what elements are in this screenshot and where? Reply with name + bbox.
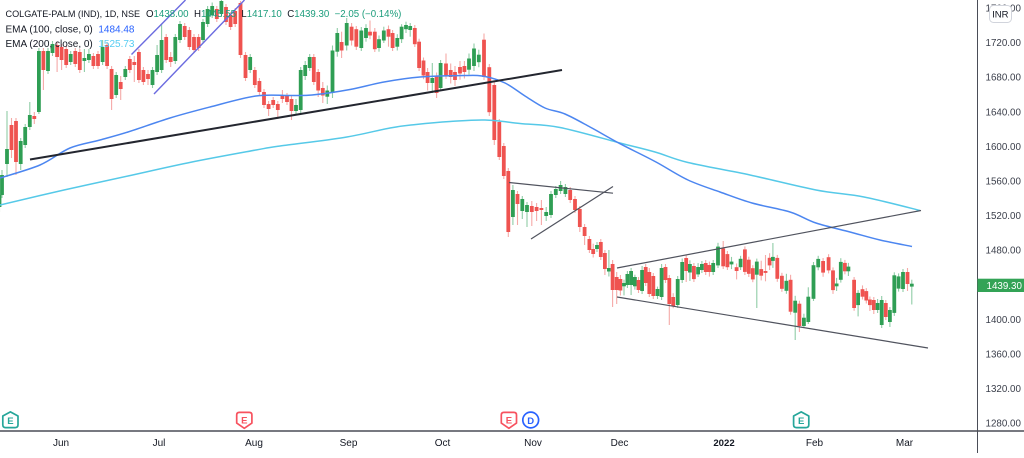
svg-text:1320.00: 1320.00 — [986, 384, 1022, 395]
svg-text:1720.00: 1720.00 — [986, 38, 1022, 49]
svg-text:Oct: Oct — [435, 438, 451, 449]
svg-text:1680.00: 1680.00 — [986, 73, 1022, 84]
svg-text:Jun: Jun — [53, 438, 69, 449]
svg-text:2022: 2022 — [713, 438, 734, 449]
svg-text:EMA (200, close, 0) 1525.73: EMA (200, close, 0) 1525.73 — [6, 39, 135, 50]
svg-text:E: E — [798, 416, 804, 427]
svg-text:COLGATE-PALM (IND), 1D, NSE: COLGATE-PALM (IND), 1D, NSE — [6, 9, 141, 19]
svg-text:Nov: Nov — [524, 438, 542, 449]
svg-text:1520.00: 1520.00 — [986, 211, 1022, 222]
svg-text:1640.00: 1640.00 — [986, 107, 1022, 118]
svg-text:INR: INR — [992, 9, 1009, 20]
svg-text:Jul: Jul — [153, 438, 166, 449]
svg-text:Feb: Feb — [806, 438, 824, 449]
svg-text:1360.00: 1360.00 — [986, 349, 1022, 360]
svg-text:E: E — [506, 415, 512, 426]
svg-text:Mar: Mar — [896, 438, 914, 449]
svg-text:1600.00: 1600.00 — [986, 142, 1022, 153]
svg-text:1439.30: 1439.30 — [987, 281, 1023, 292]
svg-text:Dec: Dec — [611, 438, 629, 449]
svg-text:D: D — [527, 416, 534, 427]
svg-text:1280.00: 1280.00 — [986, 419, 1022, 430]
svg-text:E: E — [241, 415, 247, 426]
svg-text:E: E — [7, 416, 13, 427]
svg-text:O1438.00 H1445.55 L1417.10: O1438.00 H1445.55 L1417.10 C1439.30 −2.0… — [146, 9, 401, 20]
svg-text:Aug: Aug — [245, 438, 263, 449]
svg-text:1480.00: 1480.00 — [986, 246, 1022, 257]
svg-text:1560.00: 1560.00 — [986, 177, 1022, 188]
svg-text:EMA (100, close, 0) 1484.48: EMA (100, close, 0) 1484.48 — [6, 25, 135, 36]
svg-text:1400.00: 1400.00 — [986, 315, 1022, 326]
svg-text:Sep: Sep — [340, 438, 358, 449]
